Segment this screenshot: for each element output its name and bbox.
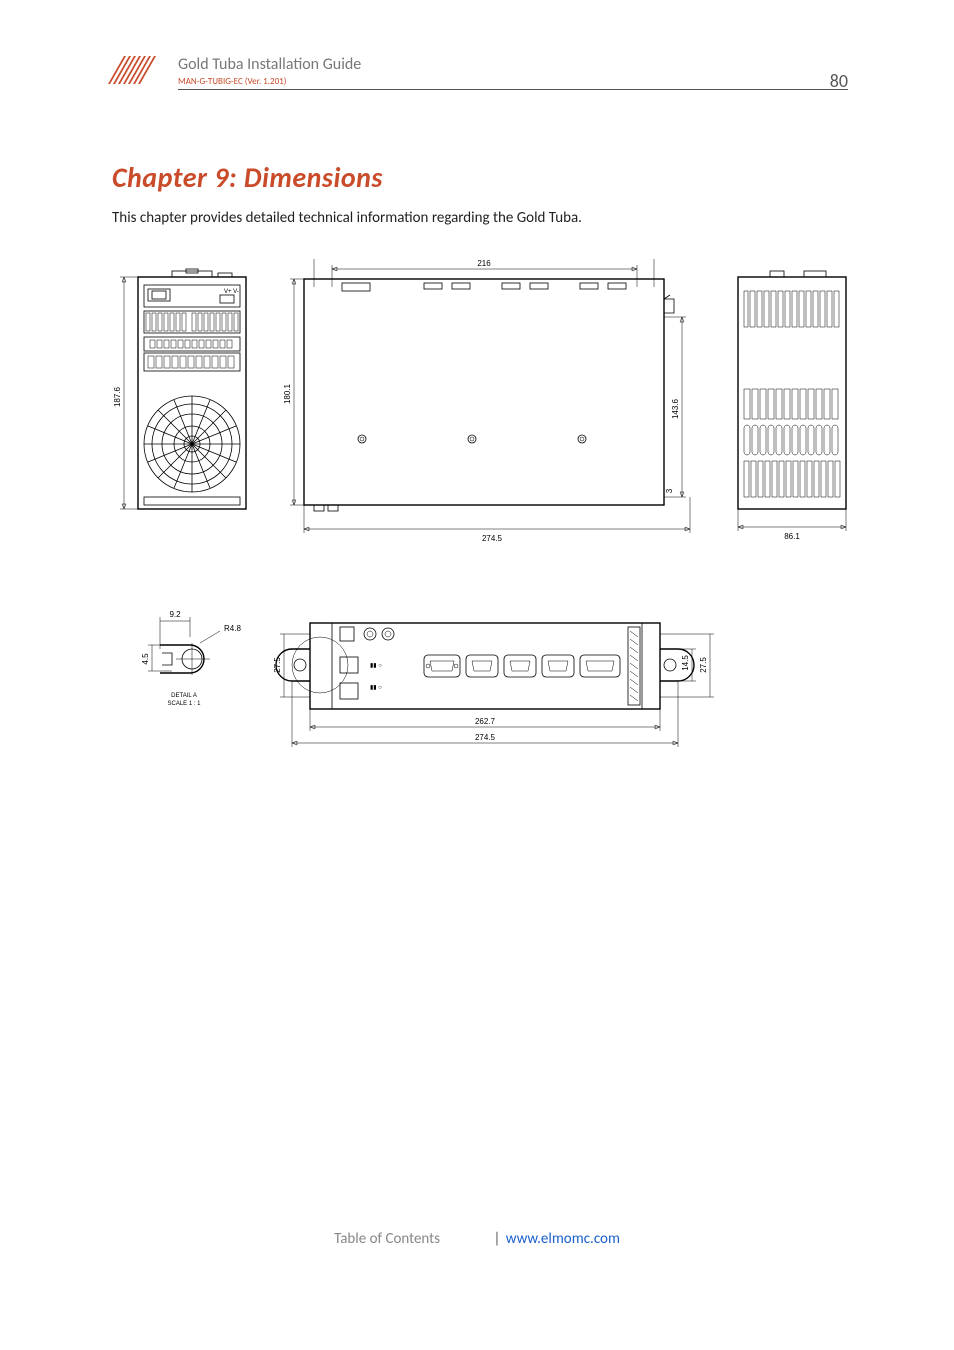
svg-text:▮▮ ○: ▮▮ ○: [370, 685, 382, 691]
chapter-title: Chapter 9: Dimensions: [112, 160, 848, 195]
page-number: 80: [830, 70, 848, 92]
header-text-block: Gold Tuba Installation Guide MAN-G-TUBIG…: [178, 55, 848, 90]
footer-url[interactable]: www.elmomc.com: [506, 1230, 620, 1248]
dim-top-2627: 262.7: [475, 717, 496, 726]
dim-side-height: 180.1: [283, 383, 292, 404]
dim-top-2745: 274.5: [475, 733, 496, 742]
dim-side-width: 274.5: [482, 534, 503, 543]
svg-text:▮▮ ○: ▮▮ ○: [370, 663, 382, 669]
dim-side-3: 3: [665, 488, 674, 493]
page-content: Chapter 9: Dimensions This chapter provi…: [112, 160, 848, 799]
company-logo: [106, 52, 162, 90]
footer-toc[interactable]: Table of Contents: [334, 1230, 440, 1248]
dim-detail-92: 9.2: [169, 610, 181, 619]
page-header: Gold Tuba Installation Guide MAN-G-TUBIG…: [106, 52, 848, 90]
dim-back-width: 86.1: [784, 532, 800, 541]
dim-top-27-right: 27.5: [699, 657, 708, 673]
dim-detail-45: 4.5: [141, 653, 150, 665]
svg-text:V+ V-: V+ V-: [224, 289, 239, 295]
detail-scale: SCALE 1 : 1: [167, 701, 201, 707]
document-reference: MAN-G-TUBIG-EC (Ver. 1.201): [178, 76, 848, 87]
page-footer: Table of Contents | www.elmomc.com: [0, 1230, 954, 1248]
technical-drawings: 187.6 V+ V-: [112, 259, 852, 799]
dim-detail-r48: R4.8: [224, 624, 241, 633]
dim-side-143: 143.6: [671, 398, 680, 419]
dim-front-height: 187.6: [113, 386, 122, 407]
footer-divider: |: [493, 1230, 500, 1248]
dim-side-216: 216: [477, 259, 491, 268]
document-title: Gold Tuba Installation Guide: [178, 55, 848, 74]
dim-top-145: 14.5: [681, 655, 690, 671]
detail-label: DETAIL A: [171, 693, 197, 699]
chapter-body: This chapter provides detailed technical…: [112, 209, 848, 227]
